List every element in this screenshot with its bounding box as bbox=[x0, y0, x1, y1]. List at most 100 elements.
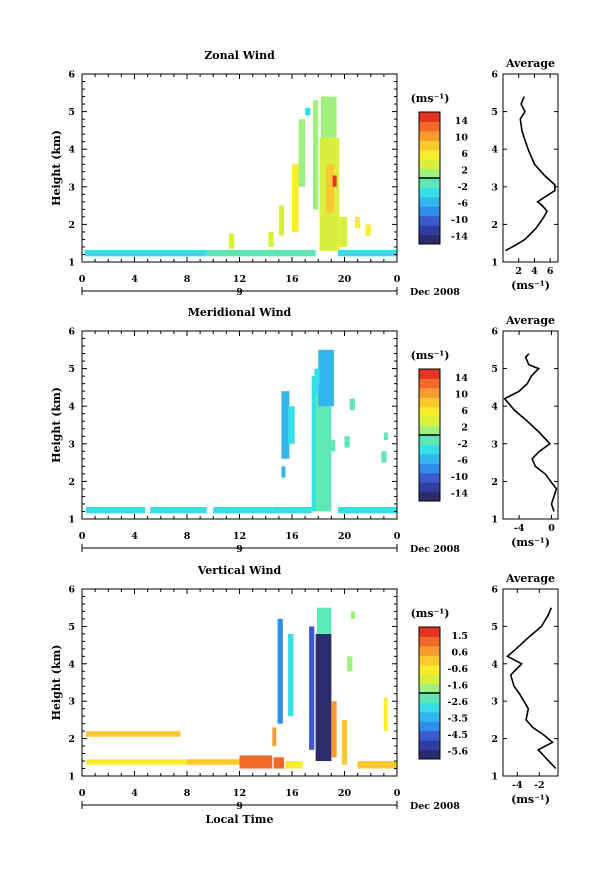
colorbar-segment bbox=[419, 693, 440, 703]
colorbar-segment bbox=[419, 206, 440, 217]
profile-y-tick-label: 1 bbox=[491, 772, 498, 783]
x-axis-label: Local Time bbox=[206, 813, 274, 826]
colorbar-segment bbox=[419, 463, 440, 474]
colorbar-unit: (ms⁻¹) bbox=[411, 92, 450, 105]
colorbar-segment bbox=[419, 140, 440, 151]
heatmap-cell bbox=[365, 224, 371, 236]
profile-line bbox=[503, 353, 558, 512]
heatmap-cell bbox=[305, 107, 311, 116]
y-tick-label: 5 bbox=[68, 107, 75, 118]
x-tick-label: 0 bbox=[79, 274, 86, 285]
heatmap-cell bbox=[337, 506, 397, 514]
profile-x-tick-label: 4 bbox=[531, 266, 538, 277]
colorbar-tick-label: 2 bbox=[461, 165, 468, 176]
heatmap-cell bbox=[292, 164, 299, 232]
x-tick-label: 8 bbox=[184, 274, 191, 285]
x-tick-label: 8 bbox=[184, 788, 191, 799]
colorbar-segment bbox=[419, 711, 440, 722]
heatmap-cell bbox=[298, 119, 306, 187]
heatmap-cell bbox=[357, 761, 397, 769]
x-tick-label: 12 bbox=[233, 274, 246, 285]
colorbar-segment bbox=[419, 406, 440, 417]
heatmap-cell bbox=[331, 701, 337, 758]
colorbar-segment bbox=[419, 425, 440, 436]
heatmap-cell bbox=[288, 406, 295, 444]
colorbar-segment bbox=[419, 234, 440, 245]
plot-frame bbox=[81, 73, 398, 263]
date-label: Dec 2008 bbox=[410, 801, 460, 812]
x-tick-label: 16 bbox=[285, 531, 299, 542]
profile-y-tick-label: 2 bbox=[491, 734, 498, 745]
heatmap-cell bbox=[314, 368, 320, 384]
colorbar-tick-label: 6 bbox=[461, 406, 468, 417]
colorbar-segment bbox=[419, 683, 440, 694]
y-tick-label: 5 bbox=[68, 622, 75, 633]
colorbar-segment bbox=[419, 416, 440, 427]
y-axis-label: Height (km) bbox=[50, 645, 63, 721]
colorbar-segment bbox=[419, 730, 440, 741]
x-tick-label: 20 bbox=[338, 788, 352, 799]
profile-x-tick-label: 2 bbox=[515, 266, 522, 277]
colorbar-segment bbox=[419, 721, 440, 732]
heatmap-cell bbox=[326, 164, 334, 214]
y-tick-label: 3 bbox=[68, 697, 75, 708]
x-tick-label: 0 bbox=[394, 531, 401, 542]
colorbar-tick-label: -2.6 bbox=[448, 697, 469, 708]
colorbar-tick-label: 0.6 bbox=[451, 647, 468, 658]
x-tick-label: 4 bbox=[131, 274, 138, 285]
day-label: 9 bbox=[236, 287, 243, 298]
plot-frame bbox=[81, 330, 398, 520]
colorbar-tick-label: -3.5 bbox=[448, 713, 468, 724]
y-tick-label: 1 bbox=[68, 258, 75, 269]
heatmap-cell bbox=[277, 618, 283, 724]
colorbar-tick-label: -6 bbox=[457, 198, 468, 209]
colorbar-segment bbox=[419, 444, 440, 455]
colorbar-tick-label: -14 bbox=[451, 231, 469, 242]
y-tick-label: 6 bbox=[68, 585, 75, 596]
colorbar-unit: (ms⁻¹) bbox=[411, 349, 450, 362]
colorbar-segment bbox=[419, 674, 440, 685]
y-tick-label: 4 bbox=[68, 145, 75, 156]
panel-title: Zonal Wind bbox=[204, 49, 275, 62]
heatmap-cell bbox=[331, 440, 336, 452]
heatmap-cell bbox=[187, 759, 240, 765]
heatmap-cell bbox=[344, 436, 350, 448]
colorbar-segment bbox=[419, 215, 440, 226]
colorbar-segment bbox=[419, 159, 440, 170]
colorbar-tick-label: -2 bbox=[457, 182, 468, 193]
colorbar-segment bbox=[419, 655, 440, 666]
profile-title: Average bbox=[505, 572, 555, 585]
x-tick-label: 0 bbox=[79, 531, 86, 542]
profile-x-tick-label: -2 bbox=[534, 780, 545, 791]
profile-x-tick-label: 0 bbox=[548, 523, 555, 534]
colorbar-tick-label: 10 bbox=[455, 132, 469, 143]
colorbar-segment bbox=[419, 387, 440, 398]
heatmap-cell bbox=[288, 633, 294, 717]
colorbar-segment bbox=[419, 749, 440, 760]
profile-y-tick-label: 1 bbox=[491, 515, 498, 526]
x-tick-label: 0 bbox=[79, 788, 86, 799]
heatmap-cell bbox=[281, 391, 290, 459]
colorbar-tick-label: 6 bbox=[461, 149, 468, 160]
x-tick-label: 4 bbox=[131, 788, 138, 799]
colorbar-segment bbox=[419, 702, 440, 713]
profile-title: Average bbox=[505, 57, 555, 70]
heatmap-cell bbox=[268, 231, 274, 247]
profile-y-tick-label: 3 bbox=[491, 439, 498, 450]
heatmap-cell bbox=[311, 376, 319, 512]
y-axis-label: Height (km) bbox=[50, 387, 63, 463]
profile-frame bbox=[502, 588, 559, 777]
y-tick-label: 4 bbox=[68, 659, 75, 670]
profile-y-tick-label: 4 bbox=[491, 145, 498, 156]
panel-title: Meridional Wind bbox=[188, 306, 292, 319]
colorbar-segment bbox=[419, 491, 440, 502]
colorbar-segment bbox=[419, 636, 440, 647]
day-label: 9 bbox=[236, 544, 243, 555]
y-tick-label: 2 bbox=[68, 477, 75, 488]
x-tick-label: 20 bbox=[338, 531, 352, 542]
x-tick-label: 16 bbox=[285, 788, 299, 799]
profile-y-tick-label: 5 bbox=[491, 622, 498, 633]
y-tick-label: 5 bbox=[68, 364, 75, 375]
colorbar-tick-label: -1.6 bbox=[448, 680, 469, 691]
